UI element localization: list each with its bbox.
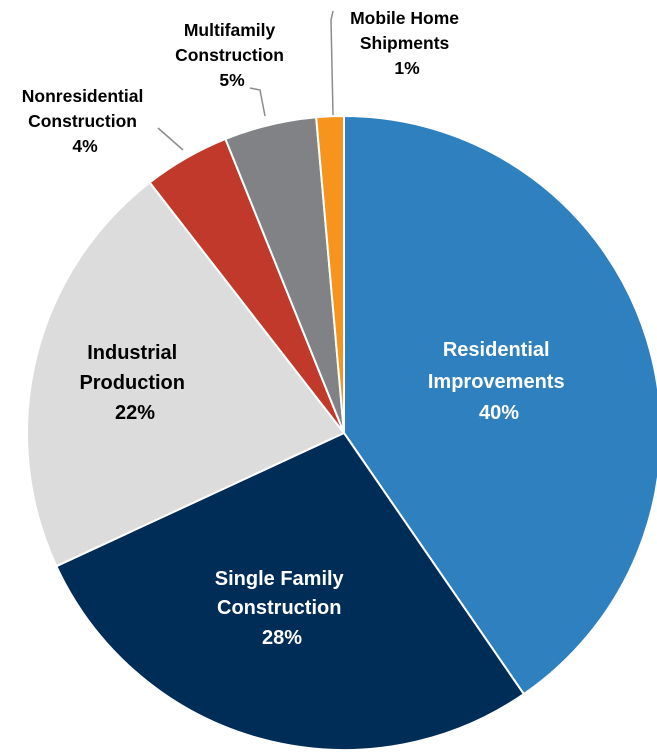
slice-label-residential-improvements: Residential Improvements 40% xyxy=(428,339,570,424)
leader-mobile-home xyxy=(330,10,334,116)
slice-label-single-family-construction: Single Family Construction 28% xyxy=(215,568,350,649)
pie-slice-industrial-production xyxy=(26,181,346,568)
leader-nonresidential xyxy=(157,127,184,151)
slice-label-industrial-production: Industrial Production 22% xyxy=(79,342,190,424)
pie-slice-mobile-home-shipments xyxy=(315,114,345,434)
slice-label-mobile-home-shipments: Mobile Home Shipments 1% xyxy=(350,8,464,78)
slice-label-nonresidential-construction: Nonresidential Construction 4% xyxy=(22,86,148,156)
leader-multifamily xyxy=(249,87,266,117)
pie-slices xyxy=(26,114,657,751)
slice-label-multifamily-construction: Multifamily Construction 5% xyxy=(175,20,289,90)
pie-slice-residential-improvements xyxy=(343,114,657,696)
leader-lines xyxy=(157,10,334,151)
